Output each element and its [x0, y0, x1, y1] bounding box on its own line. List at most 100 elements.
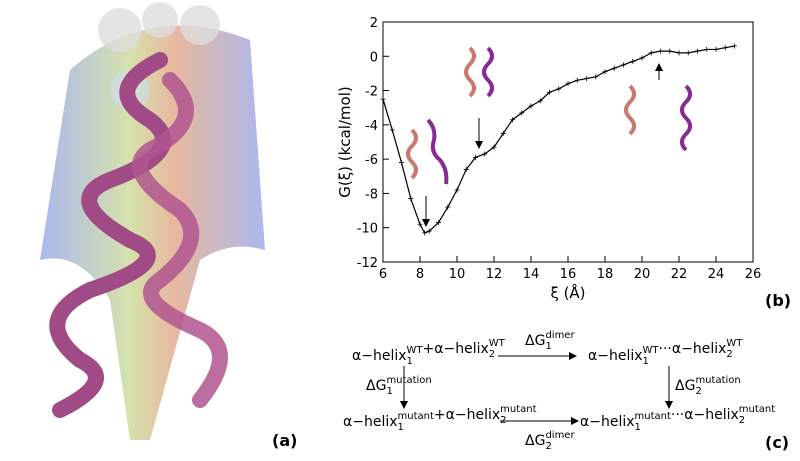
term-subscript: 2	[726, 349, 732, 360]
data-point	[630, 58, 636, 64]
term-base: α−helix	[684, 407, 739, 423]
data-point	[602, 69, 608, 75]
term-subscript: 2	[695, 386, 701, 397]
data-point	[537, 98, 543, 104]
data-point	[510, 117, 515, 123]
term-base: ΔG	[366, 378, 386, 394]
thermodynamic-cycle: α−helix1WT+α−helix2WTα−helix1WT···α−heli…	[343, 330, 775, 452]
term-base: ΔG	[675, 378, 695, 394]
y-tick-label: -10	[357, 222, 378, 237]
cycle-term: α−helix1WT···α−helix2WT	[588, 338, 743, 367]
x-tick-label: 14	[523, 267, 540, 282]
term-superscript: dimer	[545, 330, 575, 341]
term-base: ΔG	[525, 433, 545, 449]
term-superscript: mutant	[635, 411, 671, 422]
data-point	[611, 65, 617, 71]
data-point	[732, 43, 737, 49]
term-subscript: 1	[407, 356, 413, 367]
term-base: α−helix	[446, 407, 501, 423]
y-tick-label: -8	[365, 187, 378, 202]
data-point	[500, 130, 506, 136]
data-point	[519, 110, 525, 116]
x-tick-label: 18	[597, 267, 614, 282]
data-point	[473, 154, 478, 160]
cycle-term: ΔG2mutation	[675, 375, 741, 397]
data-point	[380, 96, 386, 102]
x-tick-label: 24	[708, 267, 725, 282]
panel-label: (c)	[765, 433, 789, 452]
data-point	[658, 48, 663, 54]
y-axis-label: G(ξ) (kcal/mol)	[336, 86, 354, 197]
protein-illustration	[40, 2, 265, 440]
term-base: α−helix	[352, 348, 407, 364]
term-superscript: mutation	[386, 375, 431, 386]
term-base: ···	[659, 341, 672, 357]
data-point	[417, 221, 423, 227]
term-subscript: 1	[545, 341, 551, 352]
data-point	[565, 81, 571, 87]
cycle-arrows	[400, 352, 673, 425]
term-subscript: 1	[386, 386, 392, 397]
term-base: α−helix	[434, 341, 489, 357]
term-base: +	[434, 407, 446, 423]
term-subscript: 1	[635, 422, 641, 433]
y-tick-label: -2	[365, 85, 378, 100]
data-point	[676, 50, 682, 56]
term-subscript: 1	[398, 422, 404, 433]
y-tick-label: -4	[365, 119, 378, 134]
data-point	[648, 50, 654, 56]
data-point	[704, 46, 710, 52]
data-point	[667, 48, 673, 54]
term-base: α−helix	[343, 414, 398, 430]
helix-icons	[406, 46, 692, 227]
data-point	[713, 46, 719, 52]
data-point	[685, 50, 691, 56]
cycle-term: α−helix1mutant+α−helix2mutant	[343, 404, 537, 433]
x-tick-label: 8	[416, 267, 424, 282]
x-tick-label: 22	[671, 267, 688, 282]
data-point	[639, 55, 645, 61]
plot-frame	[382, 21, 754, 263]
data-point	[722, 45, 728, 51]
data-point	[482, 151, 488, 157]
data-point	[454, 187, 460, 193]
term-base: ···	[671, 407, 684, 423]
data-point	[463, 166, 469, 172]
data-point	[695, 48, 700, 54]
data-point	[547, 89, 552, 95]
data-point	[574, 77, 580, 83]
data-point	[528, 103, 534, 109]
data-point	[422, 230, 428, 236]
data-point	[436, 220, 441, 226]
term-subscript: 2	[489, 349, 495, 360]
data-point	[621, 62, 626, 68]
data-point	[399, 160, 404, 166]
cycle-term: ΔG1dimer	[525, 330, 575, 352]
panel-label: (a)	[272, 431, 297, 450]
x-axis-label: ξ (Å)	[550, 283, 585, 302]
term-subscript: 2	[500, 415, 506, 426]
x-tick-label: 10	[449, 267, 466, 282]
data-point	[389, 127, 395, 133]
data-point	[584, 76, 589, 82]
panel-label: (b)	[765, 291, 791, 310]
data-point	[491, 144, 497, 150]
free-energy-plot: 6 8 10 12 14 16 18 20 22 24 26 -12 -10 -8 -6 -4 -2 0 2 ξ (Å…	[336, 16, 761, 302]
term-superscript: mutant	[398, 411, 434, 422]
x-tick-label: 16	[560, 267, 577, 282]
data-point	[408, 196, 414, 202]
term-superscript: WT	[726, 338, 743, 349]
data-point	[593, 74, 599, 80]
term-base: α−helix	[580, 414, 635, 430]
data-point	[445, 204, 451, 210]
term-superscript: WT	[407, 345, 424, 356]
term-superscript: mutant	[739, 404, 775, 415]
y-tick-label: 2	[370, 16, 378, 31]
y-tick-label: -12	[357, 256, 378, 271]
term-subscript: 2	[739, 415, 745, 426]
term-subscript: 2	[545, 441, 551, 452]
x-tick-label: 6	[379, 267, 387, 282]
x-tick-label: 20	[634, 267, 651, 282]
cycle-term: α−helix1mutant···α−helix2mutant	[580, 404, 775, 433]
